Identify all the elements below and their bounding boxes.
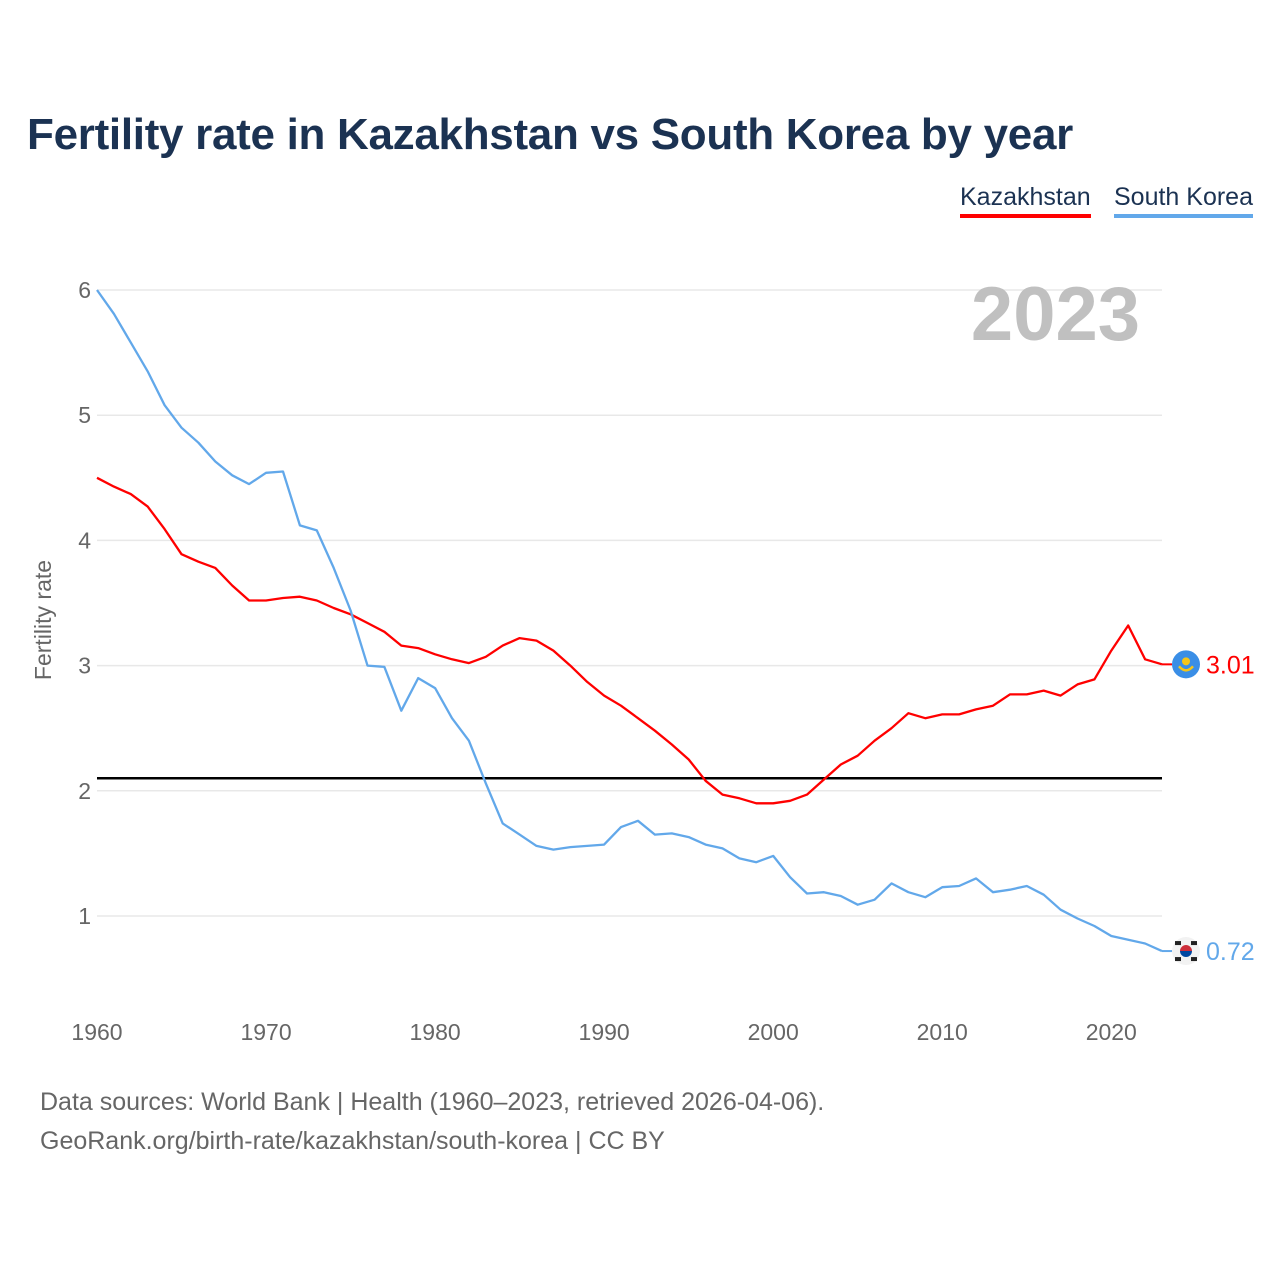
source-text: Data sources: World Bank | Health (1960–… [40, 1088, 825, 1116]
x-tick-label: 1990 [579, 1019, 630, 1045]
flag-taegeuk-red [1180, 945, 1192, 952]
legend-kazakhstan[interactable]: Kazakhstan [960, 183, 1091, 218]
flag-trigram [1191, 957, 1197, 962]
end-value-label: 3.01 [1206, 651, 1255, 679]
source-link[interactable]: GeoRank.org/birth-rate/kazakhstan/south-… [40, 1127, 665, 1155]
y-tick-label: 6 [78, 277, 91, 303]
flag-taegeuk-blue [1180, 951, 1192, 958]
series-line-kazakhstan [96, 476, 1163, 805]
y-tick-label: 4 [78, 527, 91, 553]
flag-trigram [1175, 941, 1181, 946]
legend-south-korea[interactable]: South Korea [1114, 183, 1253, 218]
x-tick-label: 2020 [1086, 1019, 1137, 1045]
flag-trigram [1175, 957, 1181, 962]
series-line-south-korea [96, 289, 1163, 953]
x-tick-label: 1980 [410, 1019, 461, 1045]
chart-title: Fertility rate in Kazakhstan vs South Ko… [27, 110, 1073, 159]
x-tick-label: 1960 [71, 1019, 122, 1045]
flag-sun-icon [1182, 657, 1190, 666]
end-value-label: 0.72 [1206, 938, 1255, 966]
y-tick-label: 1 [78, 903, 91, 929]
y-tick-label: 2 [78, 778, 91, 804]
x-tick-label: 2010 [917, 1019, 968, 1045]
x-tick-label: 2000 [748, 1019, 799, 1045]
y-axis-title: Fertility rate [30, 560, 56, 680]
x-tick-label: 1970 [240, 1019, 291, 1045]
flag-eagle-icon [1178, 665, 1194, 672]
flag-trigram [1191, 941, 1197, 946]
y-tick-label: 5 [78, 402, 91, 428]
y-tick-label: 3 [78, 653, 91, 679]
year-label: 2023 [971, 272, 1140, 357]
